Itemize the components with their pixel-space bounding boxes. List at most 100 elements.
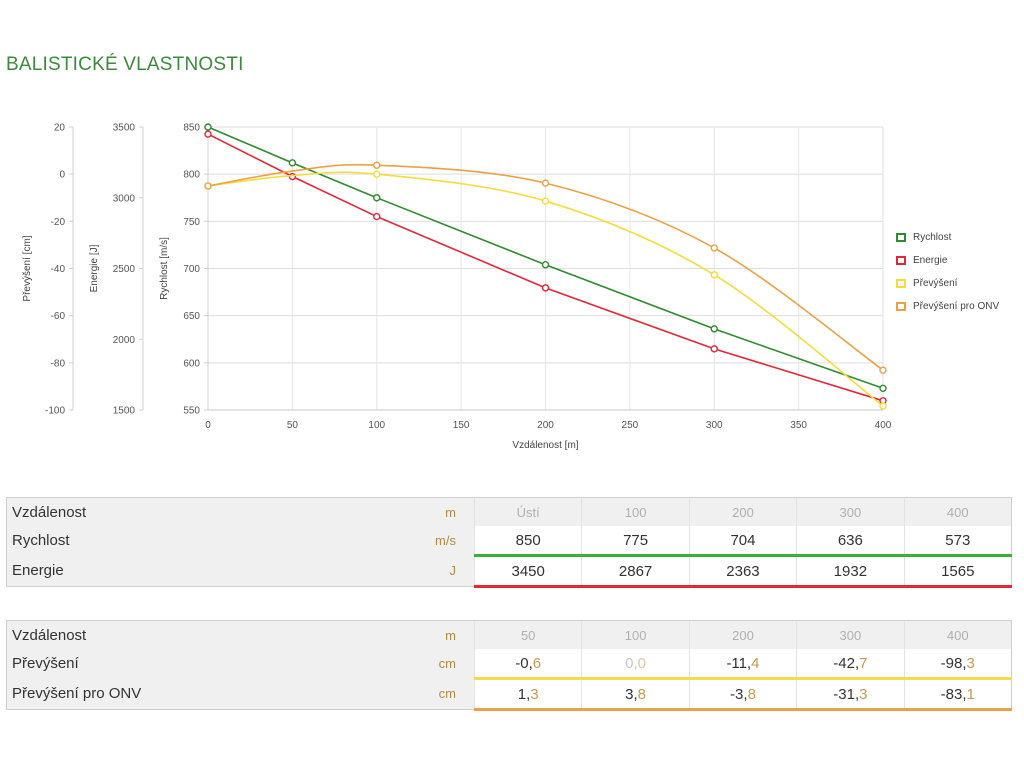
y-axis-label-prevyseni: Převýšení [cm] bbox=[22, 235, 33, 301]
distance-cell: 200 bbox=[688, 620, 797, 649]
value-int: -3, bbox=[730, 685, 748, 703]
legend-item-prevyseni-onv[interactable]: Převýšení pro ONV bbox=[896, 295, 999, 318]
data-point-rychlost bbox=[288, 159, 297, 167]
legend-item-rychlost[interactable]: Rychlost bbox=[896, 226, 999, 249]
value-cell: 2867 bbox=[581, 555, 690, 588]
distance-cell: 50 bbox=[473, 620, 582, 649]
data-point-energie bbox=[204, 130, 212, 138]
data-point-rychlost bbox=[373, 194, 381, 202]
row-label: Převýšení pro ONV bbox=[6, 678, 297, 710]
value-int: -98, bbox=[940, 654, 967, 672]
y-tick-label-rychlost: 600 bbox=[183, 358, 200, 369]
value-frac: 4 bbox=[751, 654, 760, 672]
value-cell: -31,3 bbox=[796, 678, 905, 711]
x-tick-label: 50 bbox=[287, 420, 299, 431]
x-tick-label: 0 bbox=[205, 420, 211, 431]
row-label: Vzdálenost bbox=[6, 620, 297, 649]
value-int: 3, bbox=[625, 685, 638, 703]
unit-label: m bbox=[296, 497, 475, 526]
data-point-prevyseni-onv bbox=[541, 179, 550, 187]
series-line-rychlost bbox=[207, 126, 884, 390]
y-tick-label-rychlost: 800 bbox=[183, 170, 200, 181]
legend-swatch-rychlost bbox=[896, 233, 906, 242]
x-tick-label: 150 bbox=[453, 420, 470, 431]
value-cell: 3450 bbox=[473, 555, 582, 588]
value-int: 775 bbox=[623, 531, 649, 549]
y-tick-label-prevyseni: -80 bbox=[51, 358, 66, 369]
table-header-row: Vzdálenost m Ústí 100 200 300 400 bbox=[6, 497, 1013, 526]
data-point-prevyseni bbox=[373, 170, 381, 178]
y-axis-label-energie: Energie [J] bbox=[89, 244, 100, 292]
series-line-energie bbox=[207, 133, 884, 402]
value-cell: -83,1 bbox=[903, 678, 1013, 711]
distance-cell: 400 bbox=[903, 497, 1013, 526]
value-frac: 3 bbox=[859, 685, 868, 703]
distance-cell: 400 bbox=[903, 620, 1013, 649]
value-int: 1932 bbox=[833, 562, 868, 580]
data-point-energie bbox=[710, 345, 718, 353]
data-point-prevyseni-onv bbox=[710, 244, 718, 252]
row-label: Energie bbox=[6, 555, 297, 587]
value-cell: 573 bbox=[903, 526, 1013, 557]
legend-label-rychlost: Rychlost bbox=[913, 232, 952, 243]
distance-cell: 300 bbox=[796, 620, 905, 649]
value-cell: 3,8 bbox=[581, 678, 690, 711]
legend-item-energie[interactable]: Energie bbox=[896, 249, 999, 272]
value-cell: -0,6 bbox=[473, 649, 582, 680]
x-tick-label: 300 bbox=[706, 420, 723, 431]
value-cell: 850 bbox=[473, 526, 582, 557]
value-int: 636 bbox=[837, 531, 863, 549]
legend-swatch-energie bbox=[896, 256, 906, 265]
legend-label-prevyseni-onv: Převýšení pro ONV bbox=[913, 301, 1000, 312]
value-int: -0, bbox=[515, 654, 533, 672]
value-int: 573 bbox=[945, 531, 971, 549]
legend-swatch-prevyseni bbox=[896, 279, 906, 288]
unit-label: m bbox=[296, 620, 475, 649]
unit-label: J bbox=[296, 555, 475, 587]
y-tick-label-prevyseni: 20 bbox=[54, 123, 66, 134]
unit-label: m/s bbox=[296, 526, 475, 556]
unit-label: cm bbox=[296, 649, 475, 679]
legend-label-prevyseni: Převýšení bbox=[913, 278, 958, 289]
row-label: Vzdálenost bbox=[6, 497, 297, 526]
x-tick-label: 100 bbox=[368, 420, 385, 431]
table-row-rychlost: Rychlost m/s 850 775 704 636 573 bbox=[6, 526, 1013, 557]
y-tick-label-energie: 2500 bbox=[113, 264, 136, 275]
y-tick-label-prevyseni: -40 bbox=[51, 264, 66, 275]
data-point-prevyseni bbox=[541, 197, 550, 205]
distance-cell: 300 bbox=[796, 497, 905, 526]
value-frac: 6 bbox=[532, 654, 542, 672]
x-tick-label: 400 bbox=[875, 420, 892, 431]
row-label: Rychlost bbox=[6, 526, 297, 556]
y-tick-label-prevyseni: -20 bbox=[51, 217, 66, 228]
y-tick-label-rychlost: 700 bbox=[183, 264, 200, 275]
legend-swatch-prevyseni-onv bbox=[896, 302, 906, 311]
value-int: 704 bbox=[730, 531, 756, 549]
y-tick-label-prevyseni: -100 bbox=[45, 406, 65, 417]
value-cell: 1,3 bbox=[473, 678, 582, 711]
data-point-prevyseni-onv bbox=[373, 161, 381, 169]
value-int: -31, bbox=[833, 685, 860, 703]
table-row-prevyseni: Převýšení cm -0,6 0,0 -11,4 -42,7 -98,3 bbox=[6, 649, 1013, 680]
legend-item-prevyseni[interactable]: Převýšení bbox=[896, 272, 999, 295]
y-tick-label-energie: 1500 bbox=[113, 406, 136, 417]
value-frac: 8 bbox=[637, 685, 647, 703]
data-point-energie bbox=[373, 212, 381, 221]
velocity-energy-table: Vzdálenost m Ústí 100 200 300 400 Rychlo… bbox=[6, 497, 1013, 588]
y-tick-label-rychlost: 650 bbox=[183, 311, 200, 322]
data-point-energie bbox=[541, 284, 550, 292]
data-point-prevyseni-onv bbox=[204, 182, 212, 190]
value-int: 1, bbox=[517, 685, 531, 703]
x-tick-label: 350 bbox=[790, 420, 807, 431]
distance-cell: Ústí bbox=[473, 497, 582, 526]
value-int: -11, bbox=[726, 654, 752, 672]
data-point-prevyseni-onv bbox=[879, 366, 887, 374]
x-axis-label: Vzdálenost [m] bbox=[512, 440, 578, 451]
row-label: Převýšení bbox=[6, 649, 297, 679]
value-frac: 0 bbox=[637, 654, 647, 672]
data-point-prevyseni bbox=[710, 271, 718, 279]
value-cell: -42,7 bbox=[796, 649, 905, 680]
value-cell: 636 bbox=[796, 526, 905, 557]
y-tick-label-prevyseni: -60 bbox=[51, 311, 66, 322]
